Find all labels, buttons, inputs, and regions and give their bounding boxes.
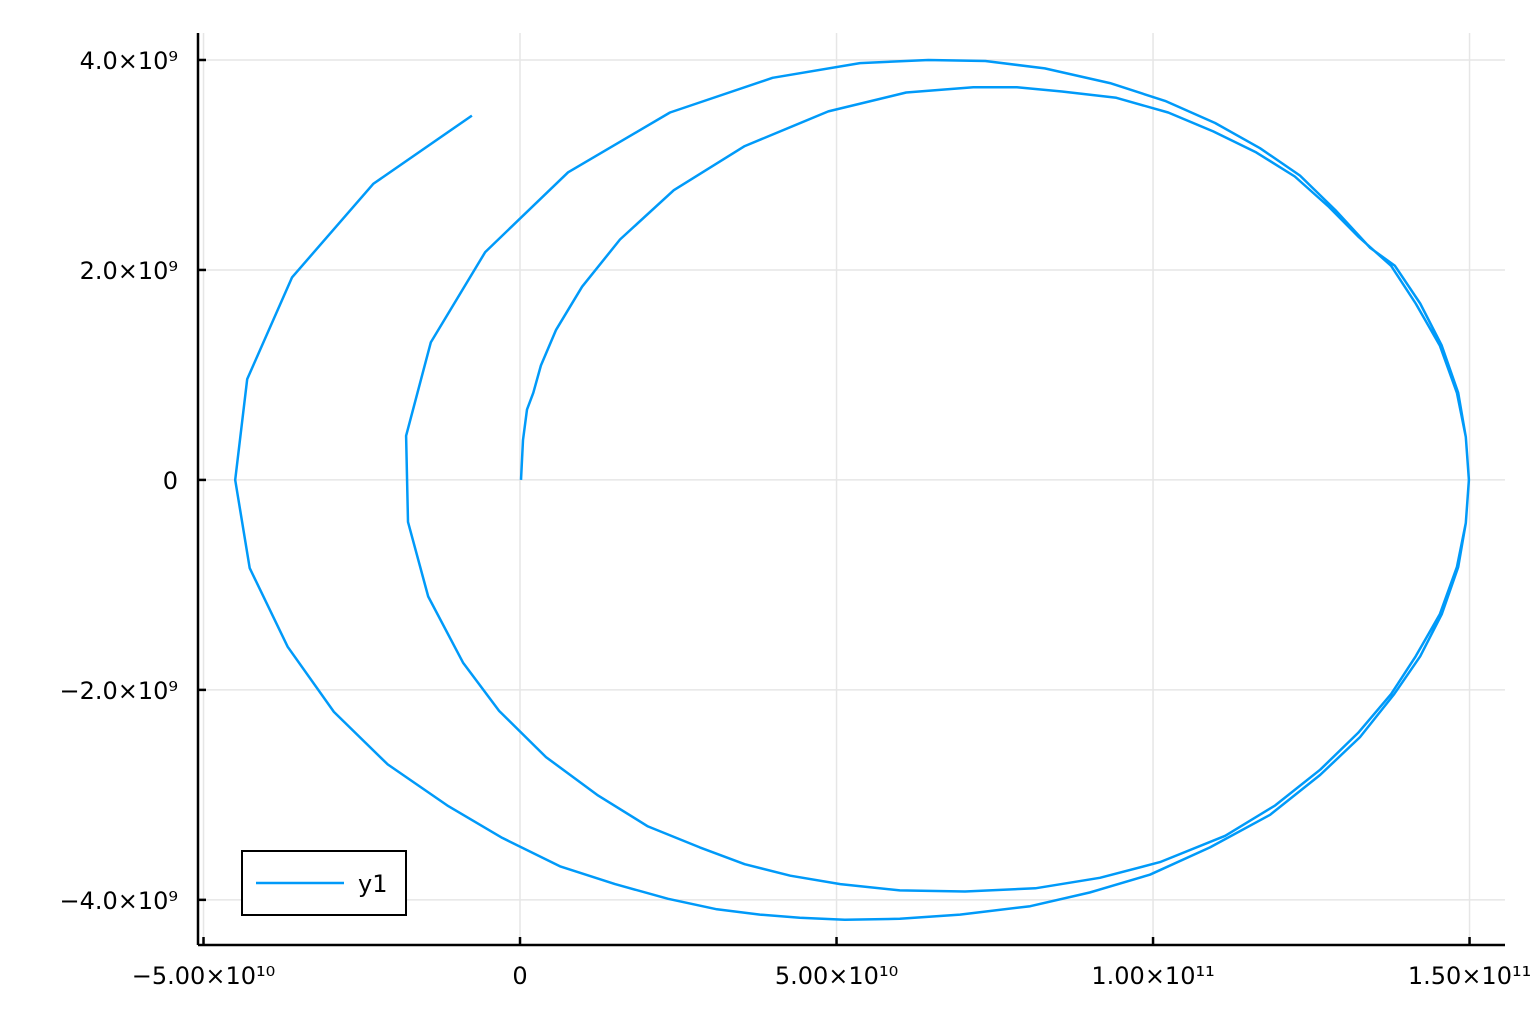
x-tick-label: 1.00×10¹¹ (1091, 962, 1214, 990)
y-tick-label: −2.0×10⁹ (59, 677, 178, 705)
x-tick-label: 1.50×10¹¹ (1408, 962, 1531, 990)
series-line (233, 58, 1471, 922)
x-tick-label: −5.00×10¹⁰ (132, 962, 275, 990)
y-tick-label: −4.0×10⁹ (59, 887, 178, 915)
x-tick-label: 0 (512, 962, 527, 990)
legend-label: y1 (358, 870, 387, 898)
y-tick-label: 4.0×10⁹ (80, 47, 178, 75)
x-tick-label: 5.00×10¹⁰ (775, 962, 898, 990)
y-tick-label: 2.0×10⁹ (80, 257, 178, 285)
y-tick-label: 0 (163, 467, 178, 495)
